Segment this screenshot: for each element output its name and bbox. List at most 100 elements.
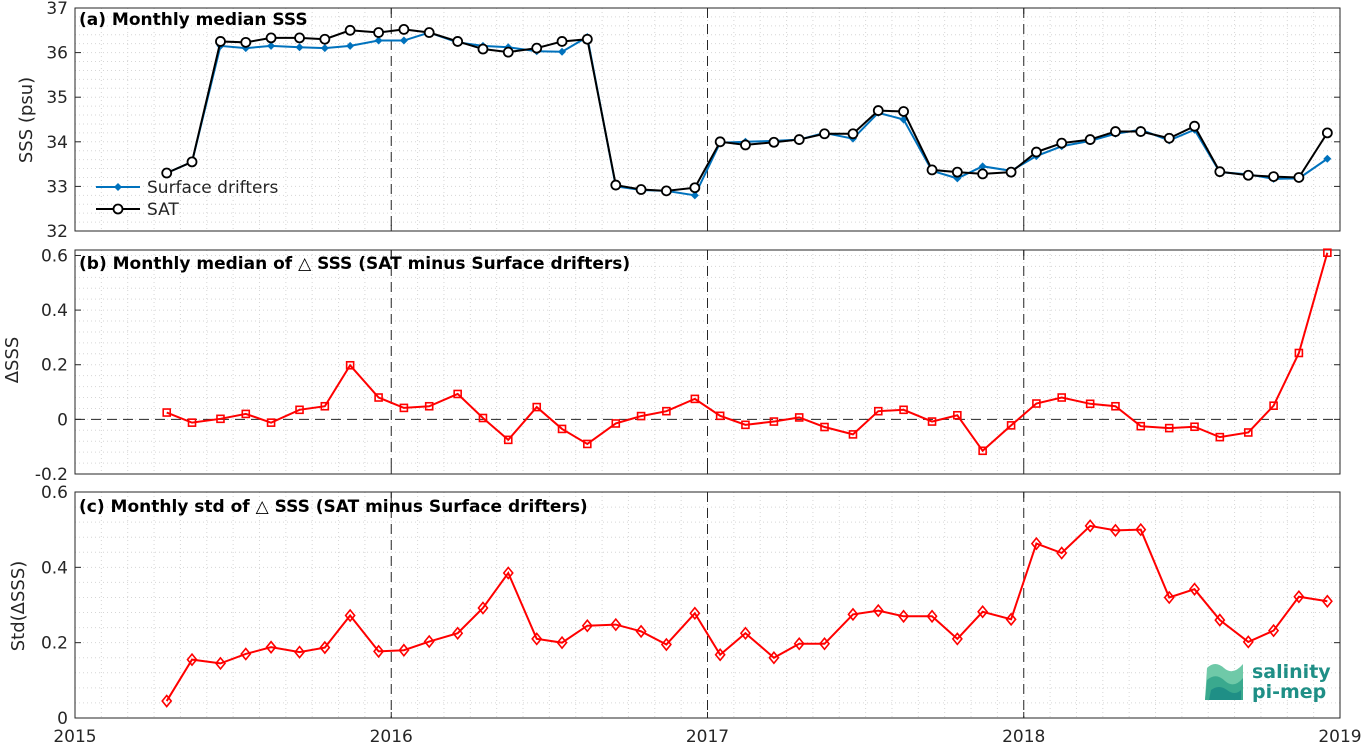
data-point bbox=[611, 419, 621, 428]
data-point bbox=[714, 136, 726, 148]
data-point bbox=[635, 624, 647, 639]
data-point bbox=[768, 136, 780, 148]
data-point bbox=[1031, 146, 1042, 158]
data-point bbox=[714, 647, 726, 662]
data-point bbox=[424, 401, 434, 411]
data-point bbox=[452, 626, 464, 641]
data-point bbox=[558, 47, 567, 56]
data-point bbox=[344, 24, 356, 36]
data-point bbox=[1293, 172, 1305, 183]
data-point bbox=[1136, 421, 1146, 431]
data-point bbox=[266, 418, 276, 427]
data-point bbox=[1190, 422, 1199, 432]
data-point bbox=[1215, 432, 1225, 442]
data-point bbox=[660, 637, 672, 652]
data-point bbox=[319, 33, 331, 45]
data-point bbox=[899, 405, 908, 415]
panel-b: -0.2 0 0.2 0.4 0.6 bbox=[35, 246, 1341, 485]
data-point bbox=[689, 182, 701, 194]
data-point bbox=[399, 403, 409, 413]
data-point bbox=[872, 603, 884, 618]
data-point bbox=[502, 566, 514, 580]
data-point bbox=[531, 42, 543, 54]
data-point bbox=[769, 417, 779, 426]
data-point bbox=[581, 618, 593, 633]
data-point bbox=[1111, 401, 1120, 411]
data-point bbox=[1188, 582, 1201, 596]
data-point bbox=[214, 656, 227, 671]
series-line-0 bbox=[166, 31, 1328, 197]
data-point bbox=[794, 413, 804, 422]
data-point bbox=[978, 162, 987, 171]
data-point bbox=[267, 41, 276, 50]
data-point bbox=[532, 402, 542, 412]
data-point bbox=[977, 168, 989, 180]
y-tick-label: -0.2 bbox=[35, 465, 68, 485]
y-tick-label: 32 bbox=[46, 222, 68, 242]
data-point bbox=[452, 36, 464, 47]
legend-label-drifters: Surface drifters bbox=[147, 178, 278, 198]
data-point bbox=[1214, 166, 1226, 178]
wave-icon bbox=[1205, 664, 1243, 700]
data-point bbox=[295, 405, 304, 415]
salinity-logo: salinity pi-mep bbox=[1205, 661, 1331, 703]
data-point bbox=[1085, 399, 1095, 409]
data-point bbox=[240, 647, 252, 661]
data-point bbox=[951, 166, 963, 178]
data-point bbox=[399, 36, 408, 45]
data-point bbox=[398, 643, 410, 657]
panel-c: 0 0.2 0.4 0.6 2015 2016 2017 2018 2019 bbox=[41, 483, 1362, 745]
data-point bbox=[715, 411, 725, 421]
data-point bbox=[768, 650, 780, 665]
data-point bbox=[847, 128, 859, 140]
y-tick-label: 0.2 bbox=[41, 634, 68, 654]
x-tick-label: 2016 bbox=[370, 727, 413, 745]
data-point bbox=[557, 424, 567, 434]
data-point bbox=[453, 389, 462, 399]
data-point bbox=[819, 128, 830, 140]
data-point bbox=[240, 36, 252, 48]
data-point bbox=[739, 626, 751, 641]
data-point bbox=[373, 27, 385, 38]
y-tick-label: 0.4 bbox=[41, 301, 68, 321]
panel-b-title: (b) Monthly median of △ SSS (SAT minus S… bbox=[79, 254, 630, 274]
data-point bbox=[1135, 522, 1147, 537]
data-point bbox=[1293, 589, 1305, 604]
series-line-0 bbox=[166, 252, 1329, 453]
data-point bbox=[215, 36, 226, 47]
y-tick-label: 33 bbox=[46, 177, 68, 197]
series-line-0 bbox=[165, 524, 1328, 702]
data-point bbox=[186, 652, 198, 667]
data-point bbox=[1269, 401, 1278, 411]
y-tick-label: 0.6 bbox=[41, 246, 68, 266]
data-point bbox=[398, 24, 410, 35]
data-point bbox=[926, 164, 938, 176]
y-tick-label: 0 bbox=[57, 709, 68, 729]
panel-a-title: (a) Monthly median SSS bbox=[79, 10, 308, 30]
y-tick-label: 0 bbox=[57, 410, 68, 430]
data-point bbox=[1242, 635, 1254, 649]
data-point bbox=[848, 430, 858, 439]
data-point bbox=[583, 439, 592, 449]
data-point bbox=[216, 414, 225, 424]
data-point bbox=[1242, 169, 1254, 181]
data-point bbox=[478, 413, 488, 423]
data-point bbox=[740, 139, 751, 151]
data-point bbox=[1163, 132, 1175, 144]
data-point bbox=[1135, 126, 1147, 137]
y-tick-label: 34 bbox=[46, 133, 68, 153]
panel-b-ylabel: ΔSSS bbox=[2, 337, 23, 384]
y-tick-label: 35 bbox=[46, 88, 68, 108]
data-point bbox=[689, 606, 701, 621]
x-tick-label: 2019 bbox=[1318, 727, 1361, 745]
data-point bbox=[556, 36, 568, 47]
data-point bbox=[1164, 423, 1174, 433]
data-point bbox=[477, 43, 489, 55]
data-point bbox=[374, 393, 383, 402]
data-point bbox=[690, 394, 700, 404]
data-point bbox=[741, 420, 750, 430]
y-tick-label: 36 bbox=[46, 44, 68, 64]
data-point bbox=[346, 41, 355, 50]
data-point bbox=[1323, 248, 1332, 258]
data-point bbox=[319, 640, 331, 655]
